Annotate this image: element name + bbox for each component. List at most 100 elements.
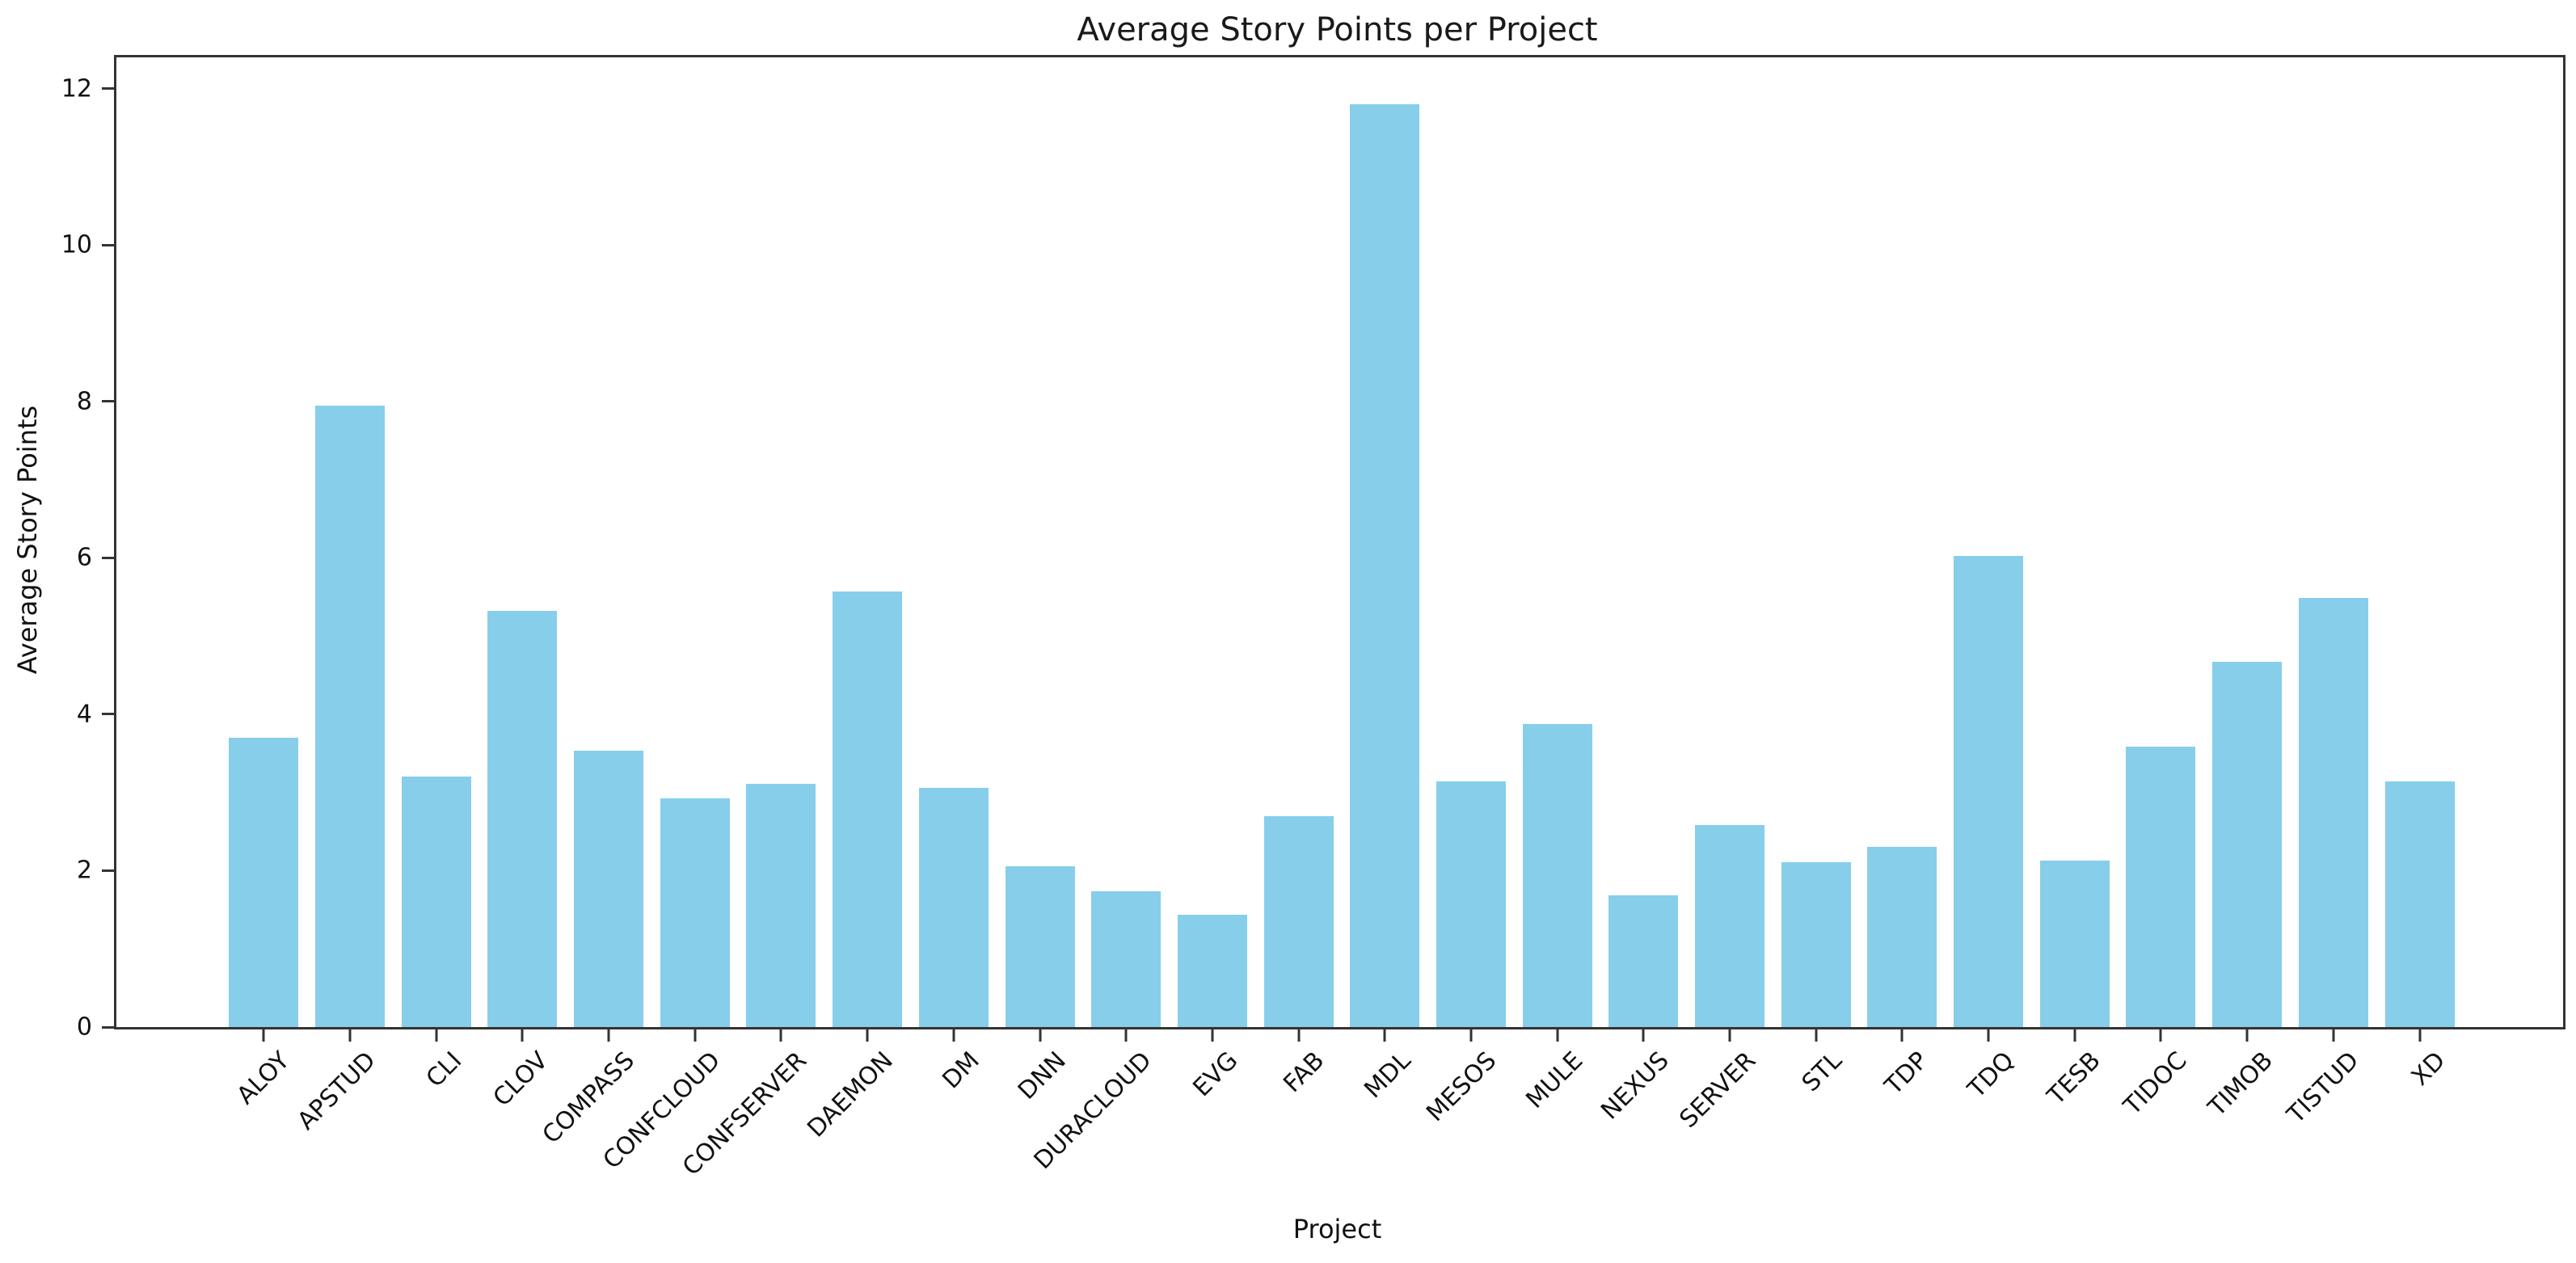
- bar-timob: [2212, 662, 2283, 1027]
- y-tick-mark: [102, 869, 114, 872]
- x-tick-mark: [694, 1029, 697, 1042]
- x-tick-mark: [1642, 1029, 1645, 1042]
- y-tick-label: 4: [76, 700, 92, 729]
- bar-mdl: [1350, 104, 1420, 1027]
- category-slot-evg: EVG: [1170, 57, 1256, 1102]
- x-tick-mark: [1124, 1029, 1128, 1042]
- x-tick-label: DAEMON: [802, 1046, 899, 1143]
- x-tick-mark: [2332, 1029, 2335, 1042]
- x-tick-label: SERVER: [1673, 1046, 1761, 1134]
- bar-clov: [487, 611, 558, 1027]
- x-tick-label: DNN: [1012, 1046, 1072, 1105]
- y-tick-mark: [102, 87, 114, 91]
- x-tick-mark: [866, 1029, 869, 1042]
- y-tick-label: 6: [76, 543, 92, 572]
- x-tick-mark: [1900, 1029, 1904, 1042]
- x-tick-label: FAB: [1278, 1046, 1330, 1099]
- bar-server: [1695, 825, 1765, 1027]
- x-tick-mark: [348, 1029, 352, 1042]
- bar-dnn: [1005, 865, 1075, 1027]
- bars-region: ALOY APSTUD CLI CLOV COMPASS CONFCLOUD CONFSER…: [221, 57, 2463, 1181]
- x-tick-mark: [521, 1029, 524, 1042]
- category-slot-tdp: TDP: [1859, 57, 1946, 1101]
- bar-confcloud: [660, 798, 730, 1027]
- x-tick-mark: [952, 1029, 955, 1042]
- x-tick-mark: [607, 1029, 610, 1042]
- x-tick-label: CLOV: [487, 1046, 554, 1113]
- y-tick-mark: [102, 556, 114, 559]
- category-slot-dm: DM: [911, 57, 997, 1094]
- x-tick-mark: [779, 1029, 782, 1042]
- bar-mesos: [1436, 781, 1506, 1027]
- category-slot-tidoc: TIDOC: [2118, 57, 2204, 1121]
- y-tick-mark: [102, 243, 114, 246]
- bar-tidoc: [2126, 746, 2196, 1027]
- bar-evg: [1177, 914, 1247, 1027]
- x-tick-label: TISTUD: [2282, 1046, 2365, 1130]
- x-tick-label: TDP: [1879, 1046, 1934, 1101]
- x-tick-mark: [2159, 1029, 2162, 1042]
- y-tick-mark: [102, 400, 114, 403]
- x-tick-label: MESOS: [1421, 1046, 1503, 1128]
- category-slot-tdq: TDQ: [1946, 57, 2032, 1104]
- x-tick-label: ALOY: [231, 1046, 296, 1110]
- x-tick-mark: [1211, 1029, 1214, 1042]
- bar-aloy: [229, 737, 299, 1027]
- y-tick-label: 12: [61, 74, 92, 103]
- x-tick-mark: [1556, 1029, 1559, 1042]
- x-tick-label: NEXUS: [1596, 1046, 1676, 1126]
- category-slot-mule: MULE: [1514, 57, 1600, 1114]
- bar-apstud: [315, 405, 386, 1027]
- x-tick-label: MDL: [1358, 1046, 1417, 1105]
- bar-cli: [401, 777, 471, 1027]
- bar-stl: [1781, 861, 1851, 1027]
- bar-duracloud: [1091, 890, 1162, 1027]
- category-slot-cli: CLI: [393, 57, 479, 1093]
- x-tick-label: EVG: [1187, 1046, 1244, 1103]
- bar-fab: [1263, 815, 1334, 1027]
- x-tick-mark: [2418, 1029, 2422, 1042]
- bar-tdp: [1867, 847, 1937, 1027]
- bar-nexus: [1608, 895, 1679, 1027]
- x-tick-mark: [2245, 1029, 2249, 1042]
- x-tick-mark: [2073, 1029, 2076, 1042]
- x-tick-mark: [1297, 1029, 1301, 1042]
- x-tick-label: APSTUD: [292, 1046, 382, 1136]
- x-tick-mark: [1383, 1029, 1386, 1042]
- category-slot-stl: STL: [1773, 57, 1859, 1097]
- bar-confserver: [746, 784, 816, 1027]
- category-slot-server: SERVER: [1674, 57, 1773, 1134]
- bar-tesb: [2039, 860, 2110, 1027]
- category-slot-nexus: NEXUS: [1596, 57, 1687, 1126]
- category-slot-confcloud: CONFCLOUD: [598, 57, 738, 1175]
- x-axis-label: Project: [1292, 1214, 1382, 1244]
- x-tick-mark: [1469, 1029, 1473, 1042]
- x-tick-mark: [1987, 1029, 1990, 1042]
- plot-area: ALOY APSTUD CLI CLOV COMPASS CONFCLOUD CONFSER…: [61, 55, 2565, 1181]
- category-slot-confserver: CONFSERVER: [677, 57, 824, 1181]
- bar-compass: [574, 751, 644, 1027]
- category-slot-apstud: APSTUD: [292, 57, 394, 1135]
- category-slot-mdl: MDL: [1342, 57, 1428, 1104]
- category-slot-fab: FAB: [1255, 57, 1342, 1098]
- x-tick-label: TIDOC: [2118, 1046, 2193, 1121]
- category-slot-compass: COMPASS: [537, 57, 652, 1149]
- category-slot-dnn: DNN: [997, 57, 1083, 1105]
- bar-daemon: [833, 591, 903, 1027]
- x-tick-mark: [435, 1029, 438, 1042]
- y-tick-mark: [102, 1025, 114, 1029]
- x-tick-mark: [1728, 1029, 1731, 1042]
- bar-mule: [1522, 724, 1592, 1027]
- x-tick-label: DM: [937, 1046, 985, 1095]
- x-tick-mark: [1815, 1029, 1818, 1042]
- category-slot-duracloud: DURACLOUD: [1029, 57, 1170, 1175]
- x-tick-label: TESB: [2042, 1046, 2106, 1111]
- bar-xd: [2384, 781, 2455, 1027]
- category-slot-mesos: MESOS: [1422, 57, 1515, 1127]
- y-tick-label: 0: [76, 1013, 92, 1042]
- y-axis-label: Average Story Points: [12, 405, 43, 675]
- x-tick-mark: [262, 1029, 265, 1042]
- y-tick-label: 8: [76, 387, 92, 416]
- x-tick-label: XD: [2405, 1046, 2452, 1092]
